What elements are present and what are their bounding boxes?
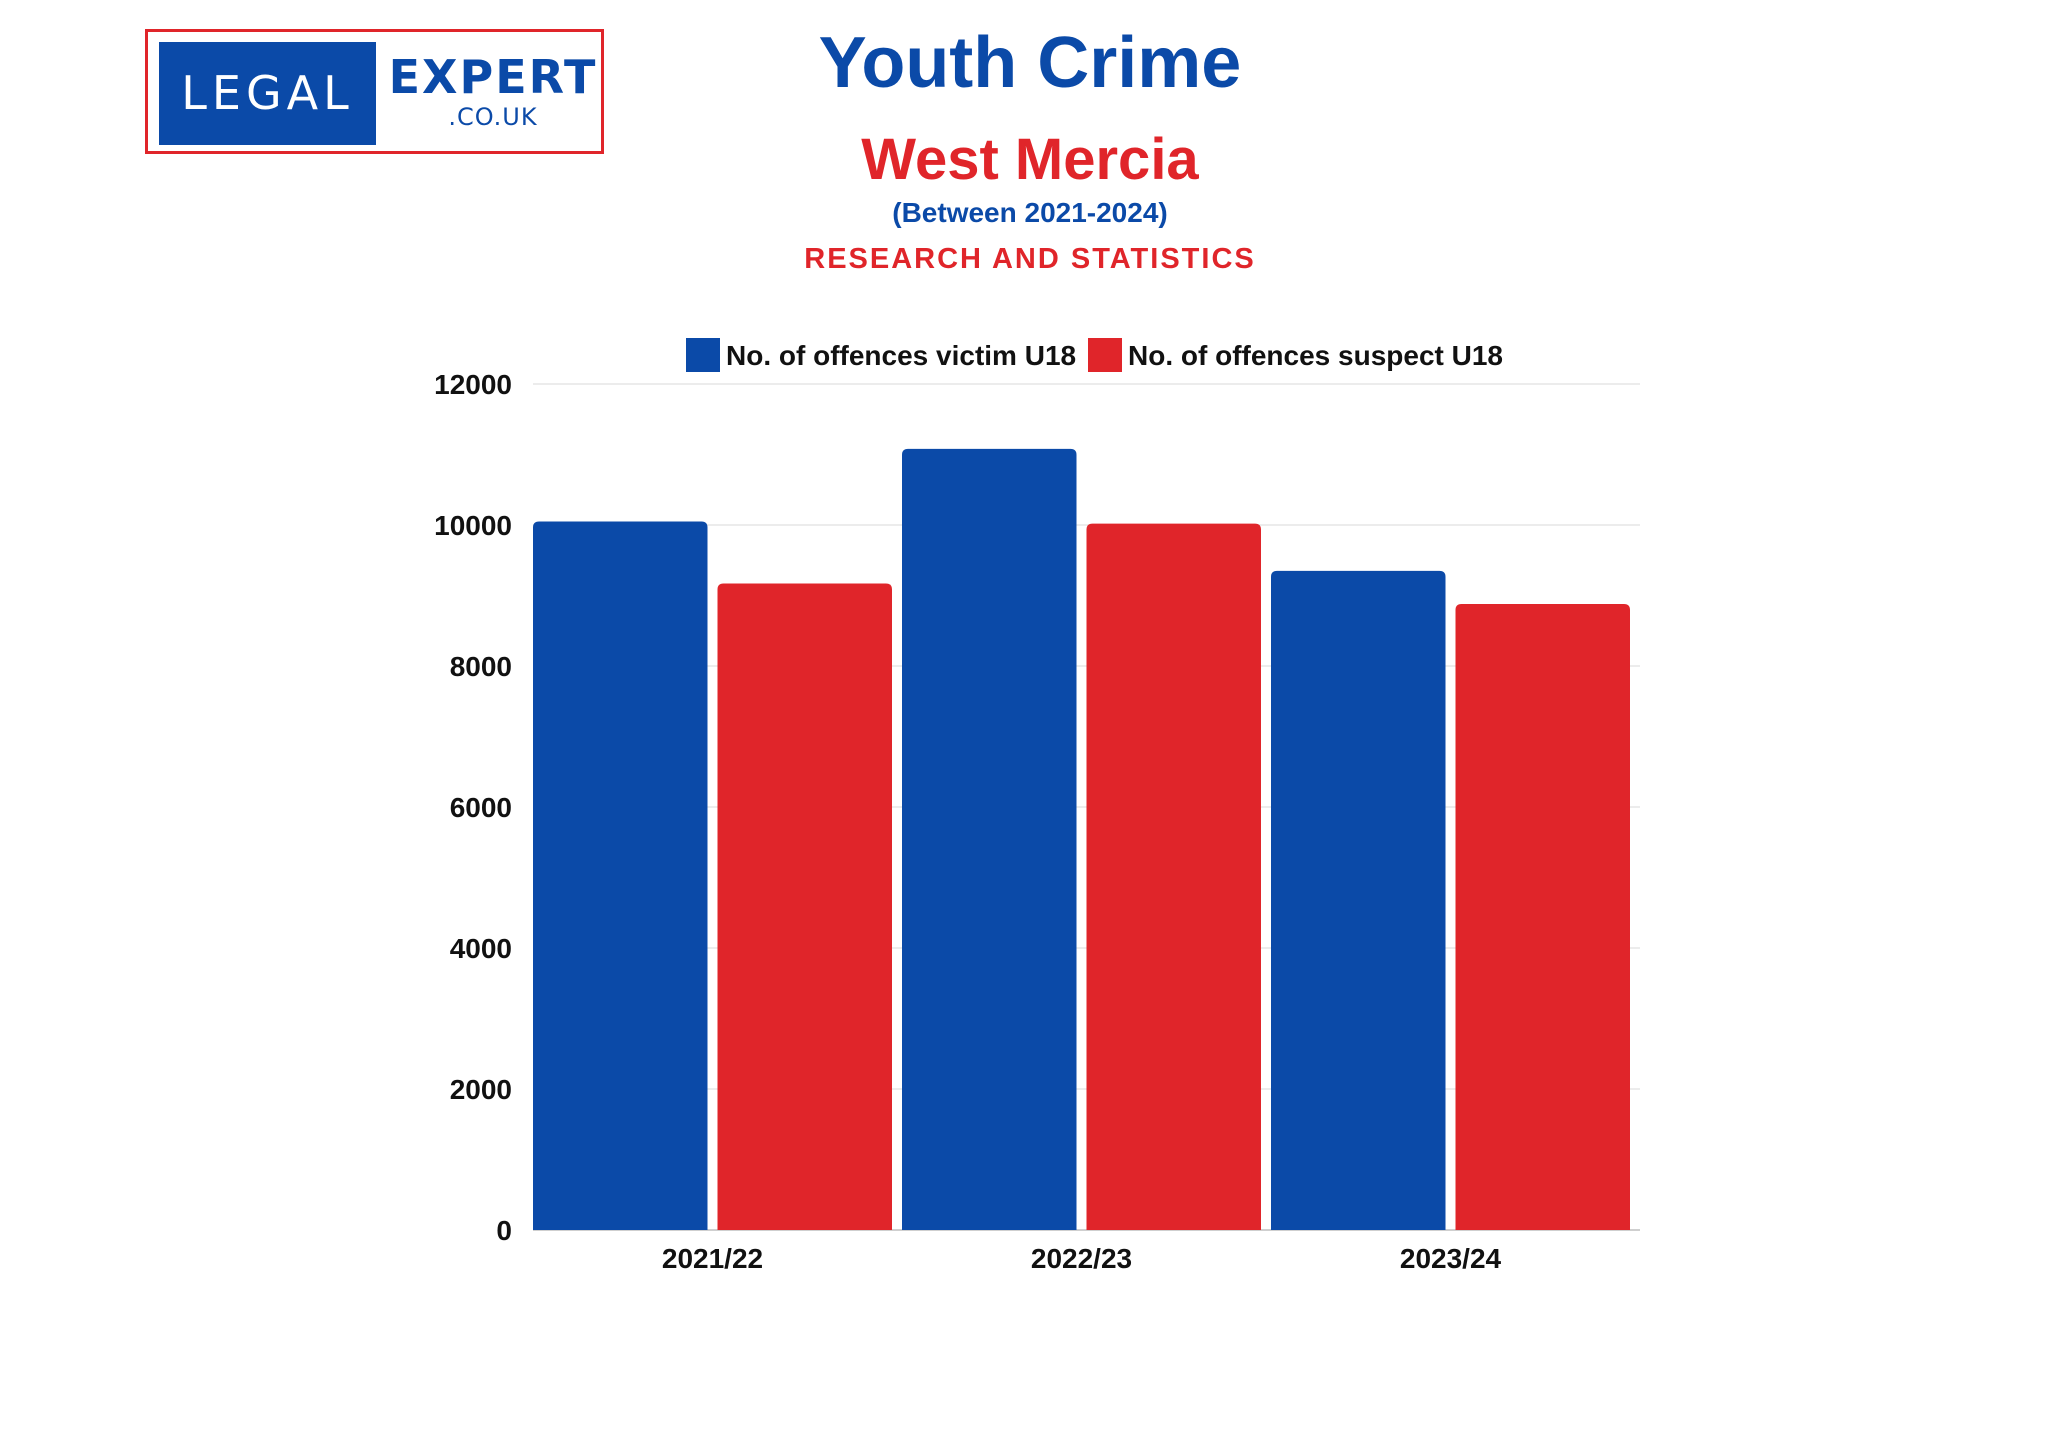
logo-legal-text: LEGAL [181,66,354,120]
region-title: West Mercia [861,127,1199,192]
legend-swatch [1088,338,1122,372]
logo-expert-text: EXPERT [388,50,598,104]
y-tick-label: 0 [496,1215,512,1246]
x-tick-label: 2021/22 [662,1243,763,1274]
y-tick-label: 8000 [450,651,512,682]
bar-suspect [1455,603,1630,1230]
legend-label: No. of offences victim U18 [726,340,1076,371]
y-axis: 0 2000 4000 6000 8000 10000 12000 [434,369,512,1246]
logo: LEGAL EXPERT .CO.UK [145,29,604,154]
y-tick-label: 4000 [450,933,512,964]
logo-expert-block: EXPERT .CO.UK [388,50,598,140]
bar-suspect [1086,523,1261,1230]
y-tick-label: 6000 [450,792,512,823]
x-tick-label: 2023/24 [1400,1243,1502,1274]
bar-victim [1271,570,1446,1230]
logo-legal-box: LEGAL [159,42,376,145]
y-tick-label: 10000 [434,510,512,541]
legend-swatch [686,338,720,372]
bar-suspect [717,583,892,1230]
logo-domain-text: .CO.UK [448,103,538,131]
page-title: Youth Crime [818,23,1242,103]
legend: No. of offences victim U18 No. of offence… [686,338,1503,372]
legend-label: No. of offences suspect U18 [1128,340,1503,371]
bar-victim [533,521,708,1230]
bar-victim [902,448,1077,1230]
period-subtitle: (Between 2021-2024) [892,197,1168,228]
y-tick-label: 2000 [450,1074,512,1105]
x-tick-label: 2022/23 [1031,1243,1132,1274]
tagline: RESEARCH AND STATISTICS [804,243,1256,275]
bars [533,448,1630,1230]
x-axis: 2021/22 2022/23 2023/24 [662,1243,1502,1274]
y-tick-label: 12000 [434,369,512,400]
